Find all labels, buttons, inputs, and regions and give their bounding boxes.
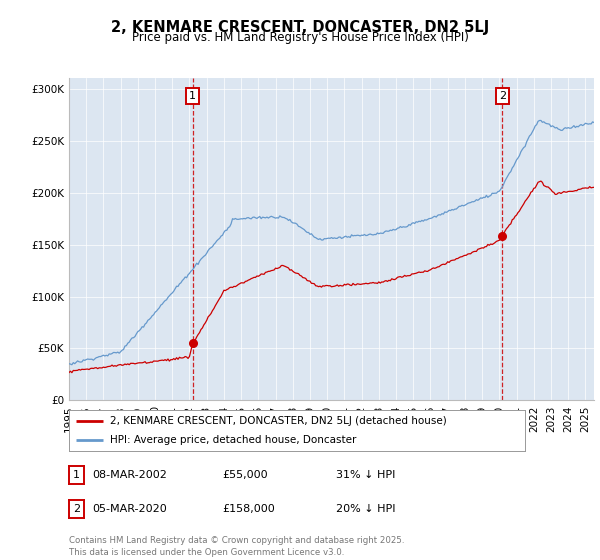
Text: £158,000: £158,000 (222, 504, 275, 514)
Text: 1: 1 (73, 470, 80, 480)
Text: 31% ↓ HPI: 31% ↓ HPI (336, 470, 395, 480)
Text: HPI: Average price, detached house, Doncaster: HPI: Average price, detached house, Donc… (110, 435, 356, 445)
Text: 08-MAR-2002: 08-MAR-2002 (92, 470, 167, 480)
Text: 1: 1 (189, 91, 196, 101)
Text: 20% ↓ HPI: 20% ↓ HPI (336, 504, 395, 514)
Text: £55,000: £55,000 (222, 470, 268, 480)
Text: 2: 2 (499, 91, 506, 101)
Text: 2, KENMARE CRESCENT, DONCASTER, DN2 5LJ: 2, KENMARE CRESCENT, DONCASTER, DN2 5LJ (111, 20, 489, 35)
Text: 05-MAR-2020: 05-MAR-2020 (92, 504, 167, 514)
Text: 2, KENMARE CRESCENT, DONCASTER, DN2 5LJ (detached house): 2, KENMARE CRESCENT, DONCASTER, DN2 5LJ … (110, 417, 447, 426)
Text: 2: 2 (73, 504, 80, 514)
Text: Contains HM Land Registry data © Crown copyright and database right 2025.
This d: Contains HM Land Registry data © Crown c… (69, 536, 404, 557)
Text: Price paid vs. HM Land Registry's House Price Index (HPI): Price paid vs. HM Land Registry's House … (131, 31, 469, 44)
